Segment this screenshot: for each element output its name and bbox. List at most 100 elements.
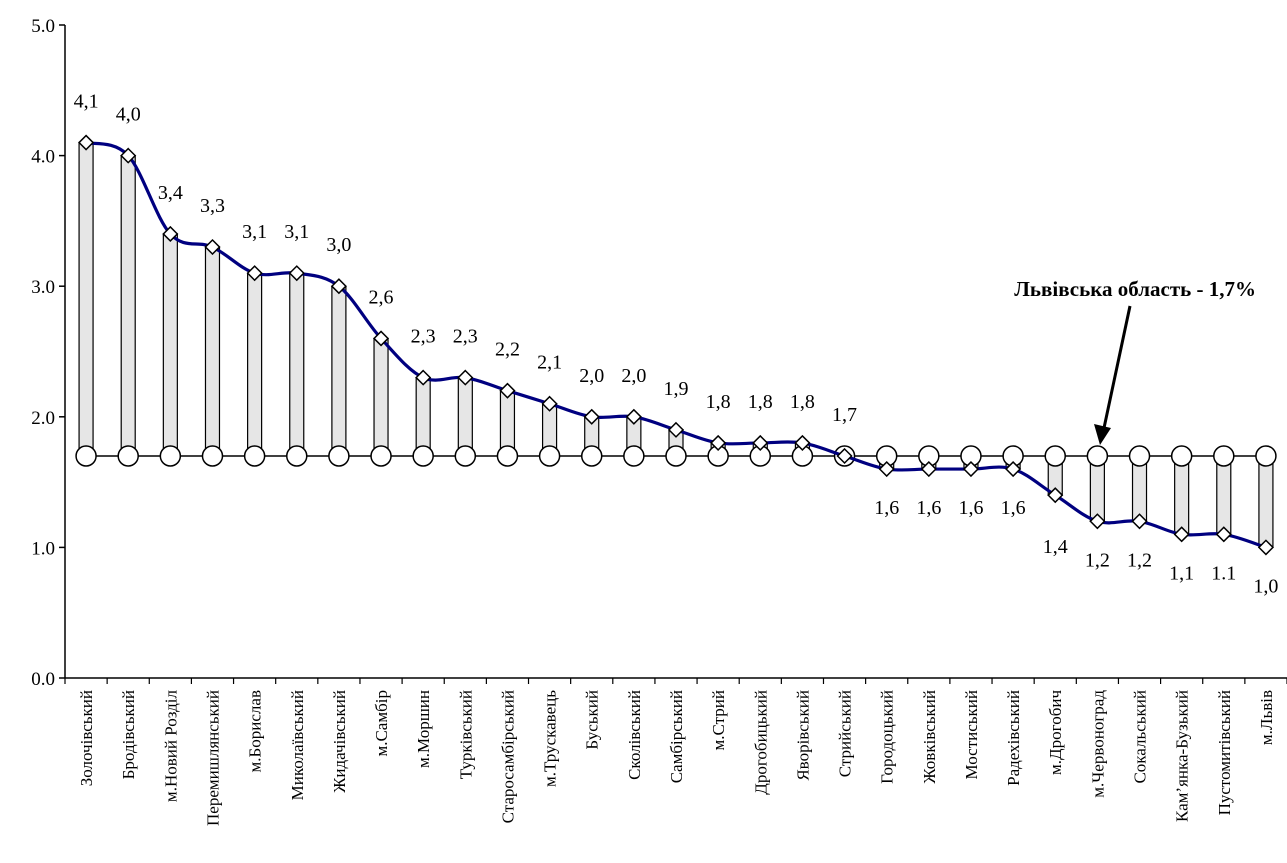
data-label: 1,6 <box>916 497 941 519</box>
average-marker <box>1170 445 1193 467</box>
diamond-marker <box>836 447 853 465</box>
average-marker <box>159 445 182 467</box>
x-category-label: м.Червоноград <box>1088 690 1107 798</box>
average-line-layer <box>75 445 1277 467</box>
data-label: 2,1 <box>537 352 562 374</box>
drop-bar <box>373 337 389 457</box>
diamond-marker <box>288 265 305 282</box>
x-category-label: Буський <box>583 690 602 750</box>
data-label: 3,1 <box>242 221 267 243</box>
x-category-label: Золочівський <box>77 690 96 786</box>
data-label: 1,7 <box>832 404 857 426</box>
diamond-marker <box>457 369 474 386</box>
data-label: 2,3 <box>453 326 478 348</box>
y-tick-label: 0.0 <box>31 669 55 690</box>
x-category-label: м.Дрогобич <box>1046 690 1065 775</box>
average-marker <box>623 445 645 467</box>
diamond-marker <box>583 408 600 425</box>
series-line <box>85 140 1267 549</box>
drop-bar <box>247 272 263 457</box>
data-label: 2,0 <box>621 365 646 387</box>
annotation-arrow-line <box>1102 305 1132 429</box>
average-marker <box>496 445 519 467</box>
data-label: 3,1 <box>284 221 309 243</box>
data-label: 3,0 <box>326 234 351 256</box>
x-category-label: Сколівський <box>625 690 644 780</box>
y-tick-label: 1.0 <box>31 538 55 559</box>
x-category-label: Бродівський <box>119 690 138 779</box>
data-label: 1,4 <box>1043 536 1068 558</box>
drop-bar <box>78 141 94 457</box>
data-label: 2,0 <box>579 365 604 387</box>
drop-bar <box>1258 455 1274 549</box>
drop-bar <box>289 272 305 457</box>
diamond-marker <box>1005 460 1022 478</box>
x-category-label: м.Новий Розділ <box>161 689 180 802</box>
average-marker <box>117 445 139 467</box>
average-marker <box>1044 445 1066 467</box>
x-category-label: м.Борислав <box>246 690 265 772</box>
data-label: 3,4 <box>158 182 183 204</box>
data-label: 2,2 <box>495 339 520 361</box>
data-label: 1,0 <box>1253 575 1278 597</box>
data-label: 1,8 <box>748 391 773 413</box>
diamond-marker <box>415 369 432 386</box>
average-marker <box>538 445 561 467</box>
diamond-marker <box>667 421 685 438</box>
diamond-marker <box>541 395 558 412</box>
data-label: 4,1 <box>74 91 99 113</box>
diamond-marker <box>1047 487 1064 504</box>
x-category-label: Жовківський <box>920 690 939 784</box>
data-label: 1,2 <box>1085 549 1110 571</box>
x-category-label: Жидачівський <box>330 690 349 793</box>
y-tick-label: 5.0 <box>31 16 55 37</box>
data-label: 1.1 <box>1211 562 1236 584</box>
data-label: 1,6 <box>1001 497 1026 519</box>
x-category-label: Мостиський <box>962 690 981 779</box>
drop-bar <box>415 377 431 457</box>
data-label: 1,2 <box>1127 549 1152 571</box>
diamond-marker <box>1131 513 1148 530</box>
average-marker <box>1255 445 1277 467</box>
x-category-label: Турківський <box>456 690 475 779</box>
average-marker <box>370 445 392 467</box>
x-category-label: Миколаївський <box>288 690 307 800</box>
data-label: 1,8 <box>790 391 815 413</box>
data-label: 1,6 <box>874 497 899 519</box>
annotation-text: Львівська область - 1,7% <box>1014 277 1256 301</box>
x-category-label: Дрогобицький <box>751 690 770 795</box>
average-marker <box>454 445 477 467</box>
diamond-marker <box>330 278 347 295</box>
data-label: 1,9 <box>664 378 689 400</box>
average-marker <box>412 445 434 467</box>
data-label: 1,8 <box>706 391 731 413</box>
diamond-marker <box>1257 539 1274 556</box>
average-marker <box>243 445 266 467</box>
x-category-label: Пустомитівський <box>1215 690 1234 815</box>
diamond-marker <box>710 434 727 451</box>
x-category-label: Перемишлянський <box>203 690 222 826</box>
drop-bar <box>162 233 178 457</box>
annotation-layer: Львівська область - 1,7% <box>1014 277 1256 445</box>
data-label: 1,1 <box>1169 562 1194 584</box>
x-category-label: Кам’янка-Бузький <box>1173 690 1192 822</box>
average-marker <box>328 445 350 467</box>
average-marker <box>1086 445 1109 467</box>
diamond-marker <box>204 238 221 256</box>
x-category-label: м.Трускавець <box>541 690 560 787</box>
data-label: 2,3 <box>411 326 436 348</box>
data-label: 1,6 <box>958 497 983 519</box>
diamond-marker <box>878 460 895 478</box>
diamond-marker <box>1173 526 1190 543</box>
drop-bar <box>457 377 473 457</box>
y-tick-label: 2.0 <box>31 408 55 429</box>
x-category-label: м.Стрий <box>709 690 728 750</box>
annotation-arrow-head <box>1094 424 1111 445</box>
drop-lines-layer <box>78 141 1274 549</box>
average-marker <box>201 445 224 467</box>
average-marker <box>580 445 603 467</box>
drop-bar <box>204 246 221 457</box>
value-labels-layer: 4,1 4,0 3,4 3,3 3,1 3,1 3,0 2,6 2,3 2,3 2,2 2,1 2,0 2… <box>74 91 1279 598</box>
average-marker <box>1213 445 1235 467</box>
